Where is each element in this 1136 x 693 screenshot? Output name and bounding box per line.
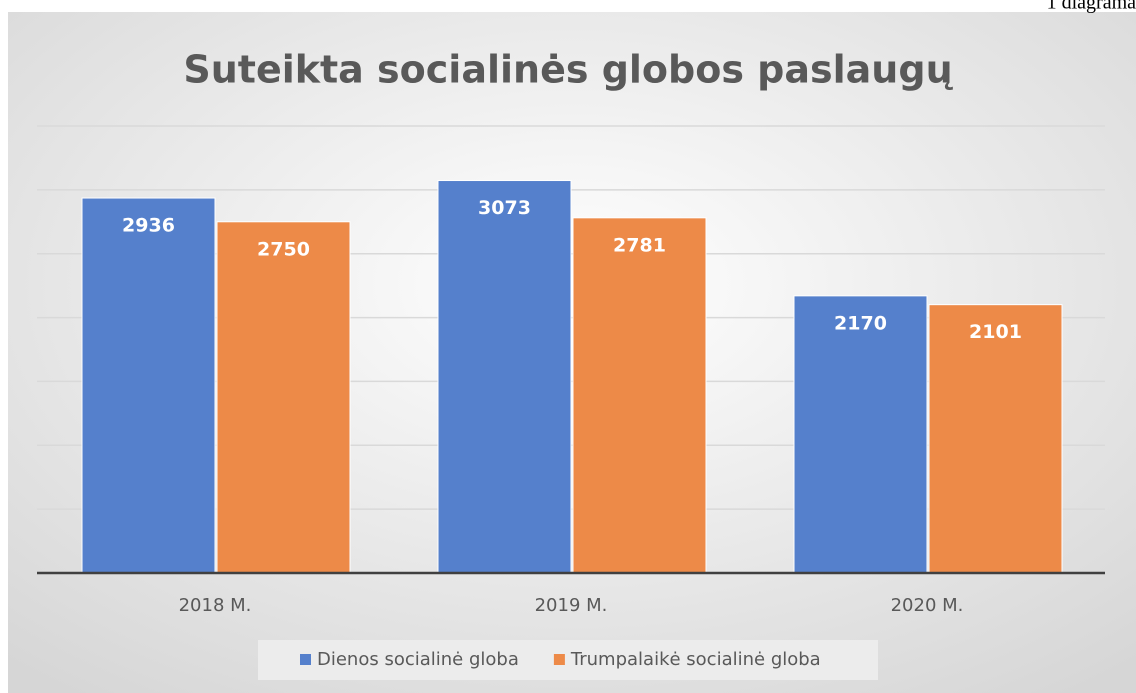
legend-swatch <box>553 654 565 665</box>
legend-label: Dienos socialinė globa <box>317 649 519 670</box>
data-label: 2936 <box>122 215 175 237</box>
bar <box>216 221 351 574</box>
bar <box>81 197 216 574</box>
x-tick-label: 2019 M. <box>535 595 608 616</box>
bar <box>437 180 572 574</box>
data-label: 2750 <box>257 238 310 260</box>
bar <box>572 217 707 574</box>
chart-title: Suteikta socialinės globos paslaugų <box>183 48 953 92</box>
x-tick-label: 2018 M. <box>179 595 252 616</box>
x-tick-label: 2020 M. <box>891 595 964 616</box>
data-label: 2170 <box>834 312 887 334</box>
annotation: 1 diagrama <box>1047 0 1136 14</box>
legend-label: Trumpalaikė socialinė globa <box>570 649 821 670</box>
data-label: 2781 <box>613 234 666 256</box>
data-label: 2101 <box>969 321 1022 343</box>
data-label: 3073 <box>478 197 531 219</box>
bar <box>793 295 928 574</box>
legend-swatch <box>300 654 311 665</box>
bar <box>928 304 1063 574</box>
legend-box <box>258 640 878 680</box>
